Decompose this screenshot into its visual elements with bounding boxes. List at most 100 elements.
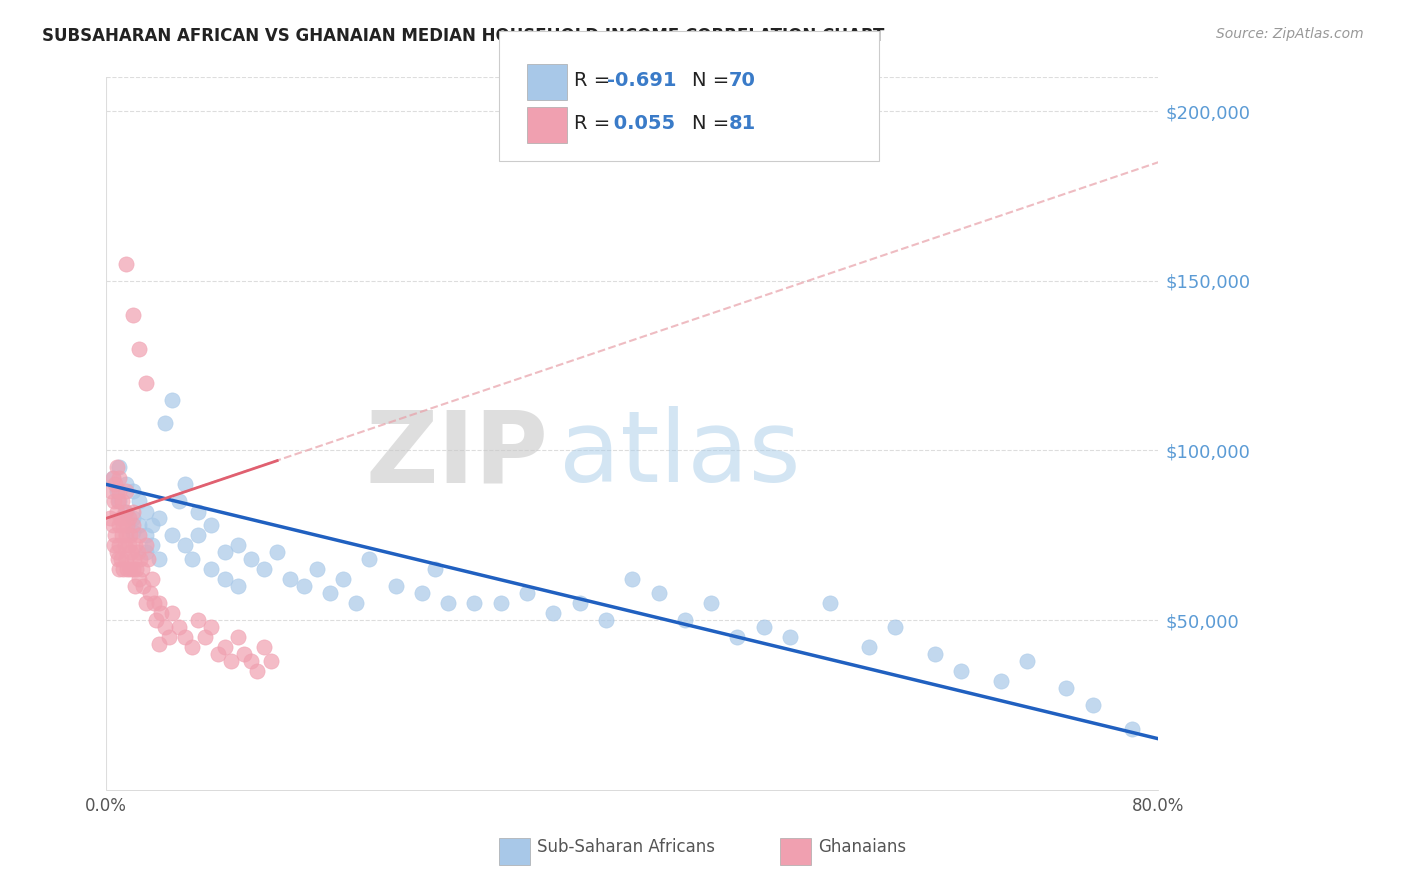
Point xyxy=(115,257,138,271)
Text: 0.055: 0.055 xyxy=(607,114,675,133)
Point xyxy=(104,477,127,491)
Point xyxy=(118,528,141,542)
Point xyxy=(128,342,150,356)
Point xyxy=(167,494,190,508)
Text: N =: N = xyxy=(692,114,735,133)
Point xyxy=(128,518,150,533)
Point xyxy=(226,630,249,644)
Point xyxy=(924,647,946,661)
Point xyxy=(160,607,183,621)
Point xyxy=(110,511,132,525)
Point xyxy=(332,573,354,587)
Point xyxy=(135,538,157,552)
Text: -0.691: -0.691 xyxy=(607,71,676,90)
Point xyxy=(121,308,143,322)
Point xyxy=(489,596,512,610)
Point xyxy=(384,579,406,593)
Point xyxy=(160,528,183,542)
Point xyxy=(135,596,157,610)
Point xyxy=(155,620,177,634)
Point xyxy=(135,528,157,542)
Point xyxy=(101,470,124,484)
Point xyxy=(124,538,146,552)
Text: R =: R = xyxy=(574,71,616,90)
Point xyxy=(239,552,262,566)
Point xyxy=(108,460,131,475)
Point xyxy=(818,596,841,610)
Point xyxy=(132,579,155,593)
Point xyxy=(1054,681,1077,695)
Point xyxy=(187,504,209,518)
Point xyxy=(157,630,180,644)
Point xyxy=(155,417,177,431)
Point xyxy=(114,504,136,518)
Point xyxy=(98,511,121,525)
Point xyxy=(344,596,367,610)
Point xyxy=(142,596,165,610)
Point xyxy=(319,586,342,600)
Point xyxy=(101,518,124,533)
Text: SUBSAHARAN AFRICAN VS GHANAIAN MEDIAN HOUSEHOLD INCOME CORRELATION CHART: SUBSAHARAN AFRICAN VS GHANAIAN MEDIAN HO… xyxy=(42,27,884,45)
Text: 70: 70 xyxy=(728,71,755,90)
Point xyxy=(100,484,122,499)
Point xyxy=(174,630,197,644)
Point xyxy=(115,477,138,491)
Point xyxy=(125,562,148,576)
Point xyxy=(141,518,163,533)
Point xyxy=(180,552,202,566)
Point xyxy=(111,494,134,508)
Point xyxy=(233,647,256,661)
Point xyxy=(148,511,170,525)
Point xyxy=(105,545,128,559)
Point xyxy=(727,630,749,644)
Point xyxy=(108,470,131,484)
Point xyxy=(214,545,236,559)
Point xyxy=(194,630,217,644)
Point xyxy=(884,620,907,634)
Point xyxy=(122,552,145,566)
Point xyxy=(117,511,139,525)
Point xyxy=(101,470,124,484)
Point xyxy=(219,654,242,668)
Text: atlas: atlas xyxy=(558,407,800,503)
Text: Source: ZipAtlas.com: Source: ZipAtlas.com xyxy=(1216,27,1364,41)
Point xyxy=(121,524,143,539)
Point xyxy=(108,518,131,533)
Point xyxy=(107,552,129,566)
Point xyxy=(145,613,167,627)
Point xyxy=(253,562,276,576)
Point xyxy=(121,504,143,518)
Point xyxy=(167,620,190,634)
Point xyxy=(105,504,128,518)
Point xyxy=(141,573,163,587)
Point xyxy=(463,596,485,610)
Point xyxy=(128,494,150,508)
Point xyxy=(115,552,138,566)
Point xyxy=(108,494,131,508)
Point xyxy=(1015,654,1038,668)
Point xyxy=(226,538,249,552)
Text: 81: 81 xyxy=(728,114,755,133)
Point xyxy=(516,586,538,600)
Point xyxy=(1121,722,1143,736)
Point xyxy=(292,579,315,593)
Point xyxy=(752,620,775,634)
Point xyxy=(595,613,617,627)
Point xyxy=(103,538,125,552)
Point xyxy=(104,528,127,542)
Point xyxy=(266,545,288,559)
Point xyxy=(115,484,138,499)
Point xyxy=(200,562,222,576)
Point xyxy=(108,562,131,576)
Point xyxy=(115,528,138,542)
Point xyxy=(124,579,146,593)
Point xyxy=(621,573,644,587)
Point xyxy=(105,460,128,475)
Point xyxy=(174,538,197,552)
Point xyxy=(246,664,269,678)
Point xyxy=(568,596,591,610)
Point xyxy=(180,640,202,655)
Point xyxy=(135,376,157,390)
Point xyxy=(118,562,141,576)
Text: Sub-Saharan Africans: Sub-Saharan Africans xyxy=(537,838,716,856)
